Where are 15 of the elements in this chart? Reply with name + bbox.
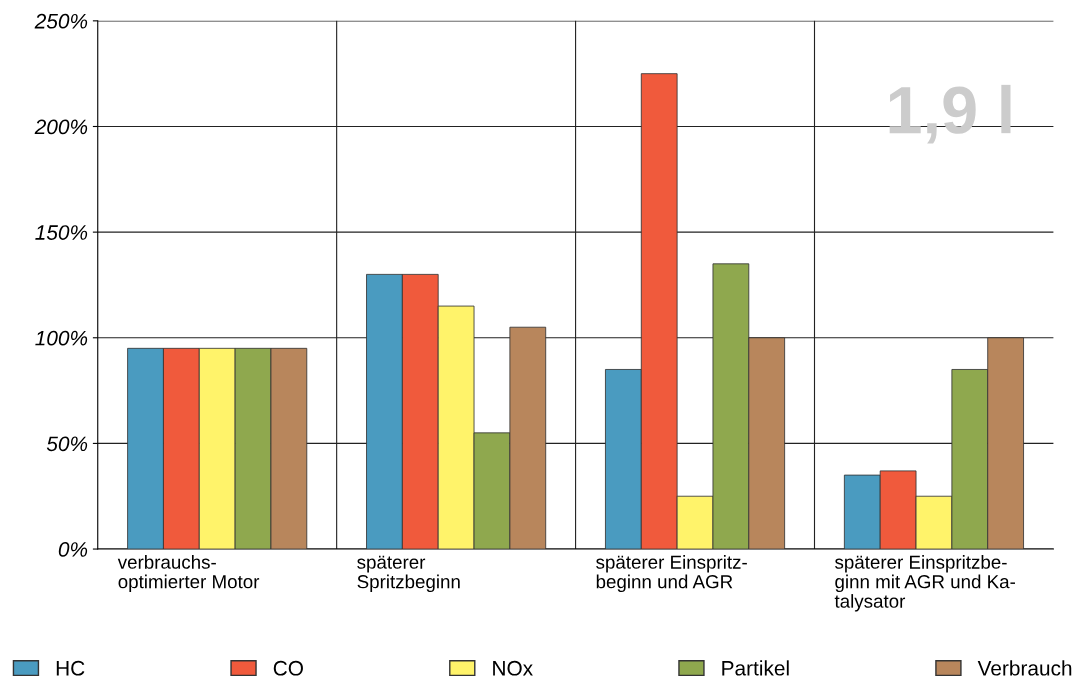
x-tick-label: späterer Spritzbeginn — [357, 555, 460, 593]
y-tick-label: 100% — [35, 330, 88, 346]
y-tick-label: 150% — [35, 225, 88, 240]
legend-label: HC — [56, 660, 85, 676]
legend-label: Partikel — [722, 660, 789, 676]
y-tick-label: 50% — [46, 436, 88, 452]
x-tick-label: verbrauchs- optimierter Motor — [117, 555, 260, 593]
legend-label: CO — [273, 660, 303, 676]
x-tick-label: späterer Einspritzbe- ginn mit AGR und Ka- talysator — [834, 555, 1016, 612]
legend-label: NOx — [493, 660, 533, 676]
y-tick-label: 200% — [34, 119, 88, 135]
legend-label: Verbrauch — [977, 660, 1072, 676]
x-tick-label: späterer Einspritz- beginn und AGR — [596, 555, 747, 593]
y-tick-label: 0% — [58, 542, 88, 557]
y-tick-label: 250% — [34, 13, 88, 29]
